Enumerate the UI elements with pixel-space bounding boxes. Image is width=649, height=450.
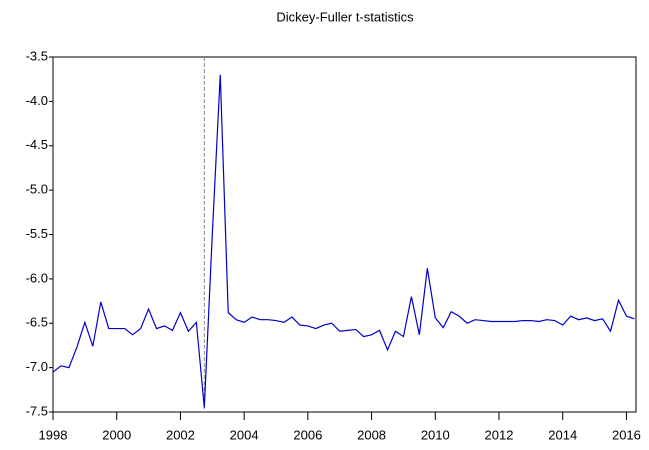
chart-title: Dickey-Fuller t-statistics bbox=[276, 9, 414, 24]
y-tick-label: -4.5 bbox=[26, 137, 48, 152]
x-tick-label: 2000 bbox=[102, 427, 131, 442]
x-tick-label: 1998 bbox=[39, 427, 68, 442]
y-tick-label: -4.0 bbox=[26, 93, 48, 108]
y-tick-label: -5.0 bbox=[26, 182, 48, 197]
series-line bbox=[52, 74, 635, 408]
x-tick-label: 2006 bbox=[293, 427, 322, 442]
x-tick-label: 2002 bbox=[166, 427, 195, 442]
plot-frame bbox=[52, 56, 637, 413]
x-tick-label: 2010 bbox=[421, 427, 450, 442]
x-tick-label: 2004 bbox=[230, 427, 259, 442]
y-tick-label: -3.5 bbox=[26, 48, 48, 63]
y-tick-label: -6.0 bbox=[26, 270, 48, 285]
x-tick-label: 2012 bbox=[485, 427, 514, 442]
y-tick-label: -5.5 bbox=[26, 226, 48, 241]
y-tick-label: -7.5 bbox=[26, 403, 48, 418]
x-tick-label: 2014 bbox=[548, 427, 577, 442]
x-tick-label: 2016 bbox=[612, 427, 641, 442]
y-tick-label: -6.5 bbox=[26, 315, 48, 330]
y-tick-label: -7.0 bbox=[26, 359, 48, 374]
x-tick-label: 2008 bbox=[357, 427, 386, 442]
